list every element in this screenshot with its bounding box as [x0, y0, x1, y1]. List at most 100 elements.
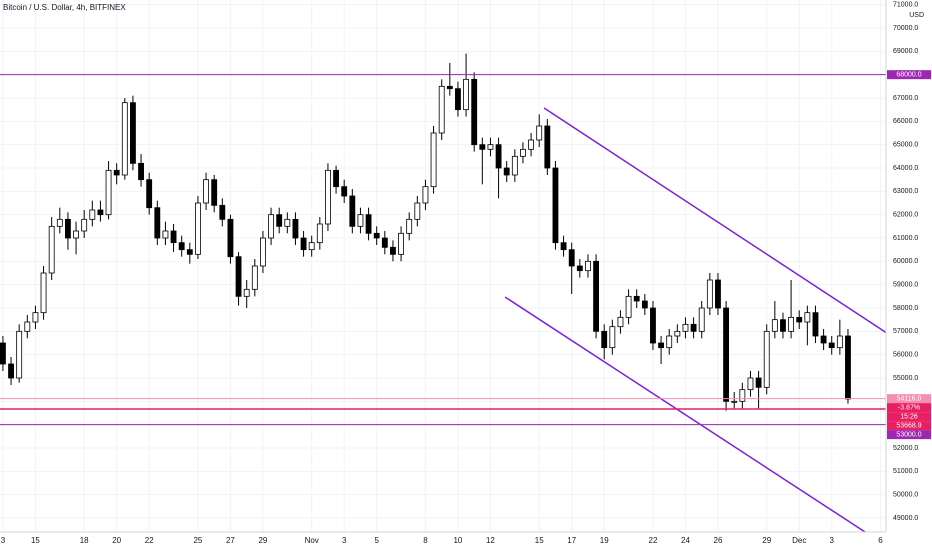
- x-tick-label: 5: [374, 536, 379, 545]
- x-tick-label: 3: [342, 536, 347, 545]
- x-tick-label: 12: [486, 536, 495, 545]
- candle-body: [203, 179, 209, 204]
- candle-body: [658, 342, 665, 349]
- candle-body: [162, 230, 169, 239]
- y-tick-label: 67000.0: [893, 95, 918, 102]
- candle-body: [739, 389, 746, 402]
- candle-body: [520, 148, 526, 157]
- candle-body: [276, 214, 283, 227]
- candle-body: [446, 85, 453, 90]
- candle-body: [333, 169, 339, 188]
- candle-body: [406, 218, 413, 234]
- candle-body: [471, 78, 478, 146]
- change-label: -3.87%: [898, 404, 920, 411]
- x-tick-label: 15: [535, 536, 544, 545]
- candle-body: [666, 335, 673, 349]
- x-tick-label: 22: [649, 536, 658, 545]
- candle-body: [414, 202, 421, 220]
- x-tick-label: Nov: [305, 536, 319, 545]
- candle-body: [300, 237, 307, 251]
- candle-body: [463, 78, 469, 111]
- y-tick-label: 70000.0: [893, 25, 918, 32]
- x-tick-label: 19: [600, 536, 609, 545]
- y-tick-label: 49000.0: [893, 515, 918, 522]
- candle-body: [89, 209, 96, 220]
- candle-body: [146, 179, 153, 209]
- x-tick-label: 8: [423, 536, 428, 545]
- candle-body: [73, 230, 79, 239]
- candle-body: [723, 307, 730, 402]
- candle-body: [170, 230, 177, 244]
- y-tick-label: 57000.0: [893, 328, 918, 335]
- price-axis: [886, 0, 932, 550]
- candle-body: [195, 202, 201, 255]
- candle-body: [812, 312, 819, 337]
- candle-body: [178, 242, 185, 251]
- candle-body: [528, 139, 534, 150]
- candle-body: [130, 102, 136, 164]
- candle-body: [820, 335, 827, 344]
- candle-body: [487, 144, 494, 150]
- candle-body: [601, 330, 608, 349]
- candle-body: [211, 179, 218, 206]
- candle-body: [186, 249, 193, 255]
- x-tick-label: Dec: [792, 536, 806, 545]
- candle-body: [235, 256, 242, 297]
- candle-body: [97, 209, 104, 216]
- price-label: 54116.0: [897, 395, 922, 402]
- y-tick-label: 58000.0: [893, 305, 918, 312]
- candle-body: [308, 242, 315, 251]
- x-tick-label: 6: [878, 536, 883, 545]
- x-tick-label: 15: [31, 536, 40, 545]
- candle-body: [0, 342, 6, 365]
- y-tick-label: 59000.0: [893, 282, 918, 289]
- candle-body: [641, 300, 648, 309]
- x-tick-label: 25: [193, 536, 202, 545]
- candle-body: [560, 242, 567, 251]
- x-tick-label: 3: [1, 536, 6, 545]
- candle-body: [365, 214, 372, 234]
- candle-body: [780, 319, 786, 332]
- y-tick-label: 66000.0: [893, 118, 918, 125]
- candle-body: [625, 295, 632, 318]
- candle-body: [479, 144, 486, 150]
- candle-body: [154, 207, 161, 239]
- candle-body: [381, 237, 388, 248]
- price-label-box: [887, 70, 931, 80]
- currency: USD: [909, 12, 924, 19]
- candle-body: [771, 319, 778, 332]
- candle-body: [81, 218, 88, 232]
- x-tick-label: 10: [453, 536, 462, 545]
- chart-title: Bitcoin / U.S. Dollar, 4h, BITFINEX: [3, 3, 126, 12]
- y-tick-label: 50000.0: [893, 492, 918, 499]
- countdown-label-box: [887, 412, 931, 422]
- candle-body: [796, 316, 803, 323]
- candle-body: [731, 400, 738, 403]
- x-tick-label: 29: [762, 536, 771, 545]
- y-tick-label: 61000.0: [893, 235, 918, 242]
- candle-body: [544, 125, 551, 169]
- candle-body: [138, 162, 144, 181]
- candle-body: [56, 218, 63, 227]
- candle-body: [747, 377, 754, 391]
- candle-body: [113, 169, 120, 176]
- candle-body: [438, 85, 445, 134]
- candle-body: [536, 125, 543, 141]
- candle-body: [284, 218, 291, 227]
- x-tick-label: 3: [829, 536, 834, 545]
- y-tick-label: 63000.0: [893, 188, 918, 195]
- candle-body: [828, 342, 835, 349]
- candle-body: [503, 167, 510, 176]
- candle-body: [219, 204, 226, 220]
- candle-body: [341, 186, 348, 197]
- x-tick-label: 18: [80, 536, 89, 545]
- y-tick-label: 51000.0: [893, 468, 918, 475]
- y-tick-label: 65000.0: [893, 142, 918, 149]
- price-label: 53000.0: [896, 431, 921, 438]
- candle-body: [398, 232, 404, 255]
- x-tick-label: 20: [112, 536, 121, 545]
- candle-body: [690, 323, 697, 332]
- y-tick-label: 64000.0: [893, 165, 918, 172]
- candle-body: [251, 265, 258, 290]
